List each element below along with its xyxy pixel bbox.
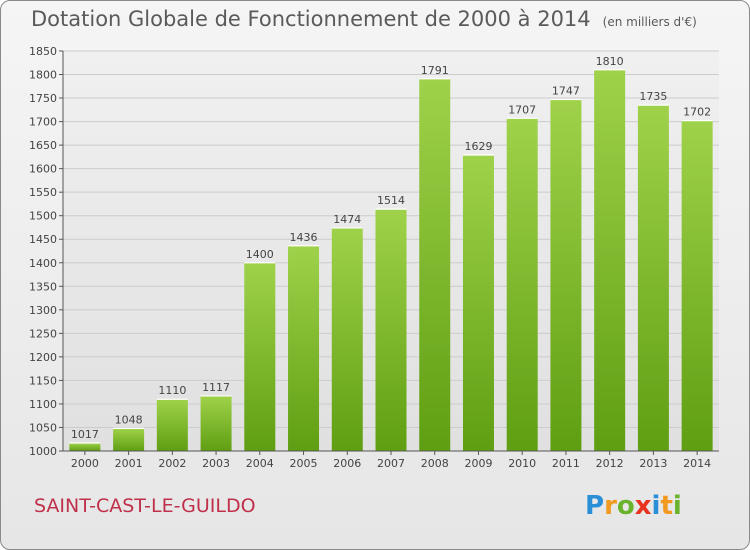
bar [462, 155, 494, 451]
x-tick-label: 2005 [290, 457, 318, 470]
bar [375, 209, 407, 451]
y-tick-label: 1700 [29, 116, 57, 129]
commune-name: SAINT-CAST-LE-GUILDO [34, 495, 256, 517]
logo-letter: i [651, 491, 661, 521]
logo-letter: t [660, 491, 673, 521]
data-label: 1791 [421, 64, 449, 77]
y-tick-label: 1600 [29, 163, 57, 176]
x-tick-label: 2010 [508, 457, 536, 470]
data-label: 1017 [71, 428, 99, 441]
data-label: 1629 [464, 140, 492, 153]
bar [637, 105, 669, 451]
x-tick-label: 2007 [377, 457, 405, 470]
bar [244, 262, 276, 451]
y-tick-label: 1850 [29, 45, 57, 58]
bar [288, 245, 320, 451]
x-tick-label: 2014 [683, 457, 711, 470]
logo-letter: o [616, 491, 635, 521]
x-tick-label: 2004 [246, 457, 274, 470]
y-tick-label: 1800 [29, 69, 57, 82]
y-tick-label: 1650 [29, 139, 57, 152]
y-tick-label: 1350 [29, 280, 57, 293]
x-tick-label: 2011 [552, 457, 580, 470]
axis-layer: 1000 1050 1100 1150 1200 1250 1300 1350 1400 1450… [29, 45, 719, 470]
bar [506, 118, 538, 451]
y-tick-label: 1100 [29, 398, 57, 411]
data-label: 1474 [333, 213, 361, 226]
x-tick-label: 2008 [421, 457, 449, 470]
chart-subtitle: (en milliers d'€) [602, 15, 697, 29]
data-label: 1514 [377, 194, 405, 207]
logo-letter: x [634, 491, 652, 521]
logo-letter: r [604, 491, 617, 521]
bar [113, 428, 145, 451]
logo-letter: P [585, 491, 605, 521]
data-label: 1110 [158, 384, 186, 397]
x-tick-label: 2009 [464, 457, 492, 470]
data-label: 1735 [639, 90, 667, 103]
y-tick-label: 1450 [29, 233, 57, 246]
y-tick-label: 1250 [29, 327, 57, 340]
bars-layer: 1017 1048 1110 1117 1400 1436 1474 1514 1791 1629… [69, 55, 713, 452]
data-label: 1436 [290, 231, 318, 244]
data-label: 1400 [246, 248, 274, 261]
chart-title-text: Dotation Globale de Fonctionnement de 20… [31, 7, 591, 31]
bar [681, 120, 713, 451]
bar [550, 99, 582, 452]
bar [69, 443, 101, 451]
y-tick-label: 1000 [29, 445, 57, 458]
data-label: 1810 [596, 55, 624, 68]
x-tick-label: 2006 [333, 457, 361, 470]
bar [200, 395, 232, 451]
bar [594, 69, 626, 451]
y-tick-label: 1300 [29, 304, 57, 317]
y-tick-label: 1500 [29, 210, 57, 223]
y-tick-label: 1150 [29, 374, 57, 387]
y-tick-label: 1550 [29, 186, 57, 199]
chart-title: Dotation Globale de Fonctionnement de 20… [31, 7, 697, 31]
bar [419, 78, 451, 451]
bar [156, 399, 188, 451]
x-tick-label: 2012 [596, 457, 624, 470]
bar [331, 227, 363, 451]
data-label: 1707 [508, 103, 536, 116]
logo-letter: i [672, 491, 682, 521]
data-label: 1117 [202, 381, 230, 394]
data-label: 1048 [115, 413, 143, 426]
y-tick-label: 1050 [29, 421, 57, 434]
x-tick-label: 2003 [202, 457, 230, 470]
y-tick-label: 1400 [29, 257, 57, 270]
x-tick-label: 2001 [115, 457, 143, 470]
data-label: 1747 [552, 84, 580, 97]
x-tick-label: 2002 [158, 457, 186, 470]
x-tick-label: 2013 [639, 457, 667, 470]
y-tick-label: 1750 [29, 92, 57, 105]
x-tick-label: 2000 [71, 457, 99, 470]
data-label: 1702 [683, 106, 711, 119]
y-tick-label: 1200 [29, 351, 57, 364]
proxiti-logo: Proxiti [585, 491, 682, 521]
